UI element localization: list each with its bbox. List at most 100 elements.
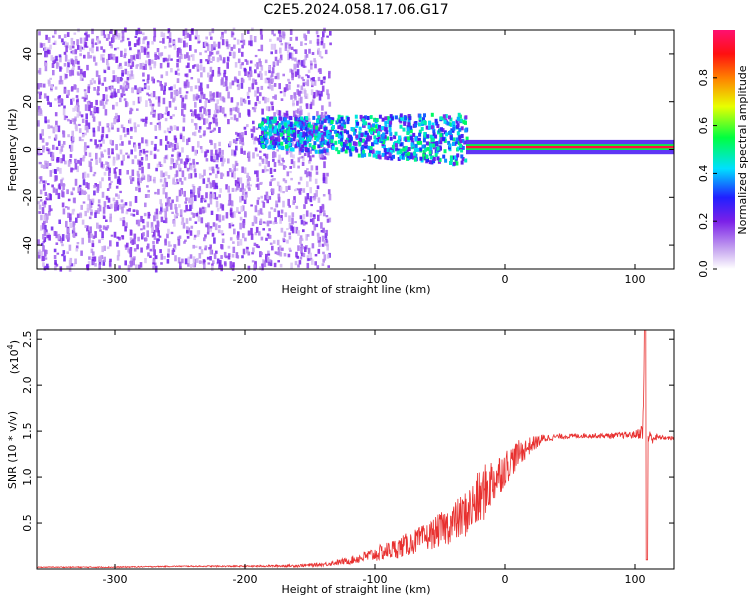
noise-cell bbox=[44, 249, 47, 256]
noise-cell bbox=[230, 97, 234, 103]
snr-y-multiplier-base: (x10 bbox=[8, 349, 21, 374]
noise-cell bbox=[191, 184, 195, 187]
noise-cell bbox=[125, 211, 129, 215]
noise-cell bbox=[168, 144, 171, 148]
band-cell bbox=[330, 117, 334, 122]
noise-cell bbox=[223, 158, 226, 162]
band-cell bbox=[422, 138, 426, 143]
noise-cell bbox=[225, 184, 228, 190]
noise-cell bbox=[69, 213, 72, 221]
noise-cell bbox=[106, 205, 110, 209]
band-cell bbox=[373, 129, 377, 134]
noise-cell bbox=[149, 66, 152, 70]
noise-cell bbox=[328, 72, 331, 79]
noise-cell bbox=[285, 149, 289, 155]
band-cell bbox=[320, 134, 324, 139]
noise-cell bbox=[227, 255, 231, 260]
noise-cell bbox=[209, 95, 213, 102]
noise-cell bbox=[258, 58, 261, 63]
noise-cell bbox=[129, 175, 132, 180]
noise-cell bbox=[80, 189, 84, 195]
band-cell bbox=[340, 116, 344, 121]
band-cell bbox=[323, 131, 327, 136]
band-cell bbox=[325, 148, 329, 153]
noise-cell bbox=[216, 153, 219, 160]
noise-cell bbox=[320, 37, 324, 44]
noise-cell bbox=[86, 203, 90, 210]
noise-cell bbox=[227, 245, 231, 249]
noise-cell bbox=[67, 89, 70, 96]
noise-cell bbox=[201, 206, 205, 209]
noise-cell bbox=[223, 72, 226, 78]
noise-cell bbox=[127, 60, 131, 67]
noise-cell bbox=[125, 81, 129, 85]
band-cell bbox=[303, 140, 307, 145]
noise-cell bbox=[68, 259, 72, 266]
noise-cell bbox=[107, 33, 111, 40]
noise-cell bbox=[101, 246, 104, 253]
noise-cell bbox=[39, 176, 43, 182]
noise-cell bbox=[179, 209, 183, 216]
noise-cell bbox=[205, 98, 208, 101]
noise-cell bbox=[128, 58, 131, 64]
noise-cell bbox=[237, 83, 240, 91]
band-cell bbox=[377, 131, 381, 136]
noise-cell bbox=[296, 139, 299, 144]
noise-cell bbox=[71, 118, 75, 122]
noise-cell bbox=[217, 41, 221, 49]
noise-cell bbox=[96, 89, 100, 95]
noise-cell bbox=[288, 222, 292, 229]
noise-cell bbox=[183, 209, 187, 213]
noise-cell bbox=[229, 237, 233, 241]
noise-cell bbox=[242, 39, 246, 46]
noise-cell bbox=[183, 190, 186, 197]
noise-cell bbox=[259, 208, 263, 215]
noise-cell bbox=[160, 113, 164, 118]
noise-cell bbox=[115, 102, 119, 107]
noise-cell bbox=[137, 27, 141, 35]
noise-cell bbox=[272, 240, 276, 244]
noise-cell bbox=[102, 225, 106, 230]
noise-cell bbox=[288, 235, 292, 240]
noise-cell bbox=[267, 161, 270, 167]
x-tick-label: -100 bbox=[363, 273, 388, 286]
noise-cell bbox=[103, 149, 107, 153]
noise-cell bbox=[78, 111, 82, 117]
noise-cell bbox=[114, 92, 118, 97]
noise-cell bbox=[121, 36, 125, 42]
noise-cell bbox=[184, 258, 188, 265]
noise-cell bbox=[223, 113, 227, 117]
noise-cell bbox=[149, 255, 152, 258]
noise-cell bbox=[239, 139, 242, 145]
noise-cell bbox=[308, 48, 311, 54]
noise-cell bbox=[96, 36, 99, 41]
noise-cell bbox=[266, 169, 269, 172]
noise-cell bbox=[77, 106, 80, 113]
band-cell bbox=[430, 125, 434, 130]
noise-cell bbox=[190, 225, 194, 229]
noise-cell bbox=[200, 93, 203, 99]
noise-cell bbox=[273, 168, 277, 172]
noise-cell bbox=[117, 115, 120, 122]
noise-cell bbox=[91, 38, 95, 42]
noise-cell bbox=[49, 170, 53, 177]
noise-cell bbox=[120, 124, 124, 129]
band-cell bbox=[342, 119, 346, 124]
noise-cell bbox=[67, 118, 70, 122]
noise-cell bbox=[178, 56, 182, 63]
noise-cell bbox=[138, 167, 142, 171]
noise-cell bbox=[46, 49, 50, 54]
noise-cell bbox=[329, 42, 332, 46]
noise-cell bbox=[99, 143, 103, 147]
band-cell bbox=[392, 154, 395, 159]
noise-cell bbox=[321, 235, 325, 242]
noise-cell bbox=[126, 128, 130, 132]
noise-cell bbox=[306, 168, 309, 171]
noise-cell bbox=[328, 217, 332, 223]
band-cell bbox=[406, 125, 410, 130]
band-cell bbox=[436, 124, 440, 128]
noise-cell bbox=[54, 98, 57, 101]
noise-cell bbox=[98, 139, 101, 143]
noise-cell bbox=[143, 212, 147, 217]
band-cell bbox=[406, 127, 410, 132]
